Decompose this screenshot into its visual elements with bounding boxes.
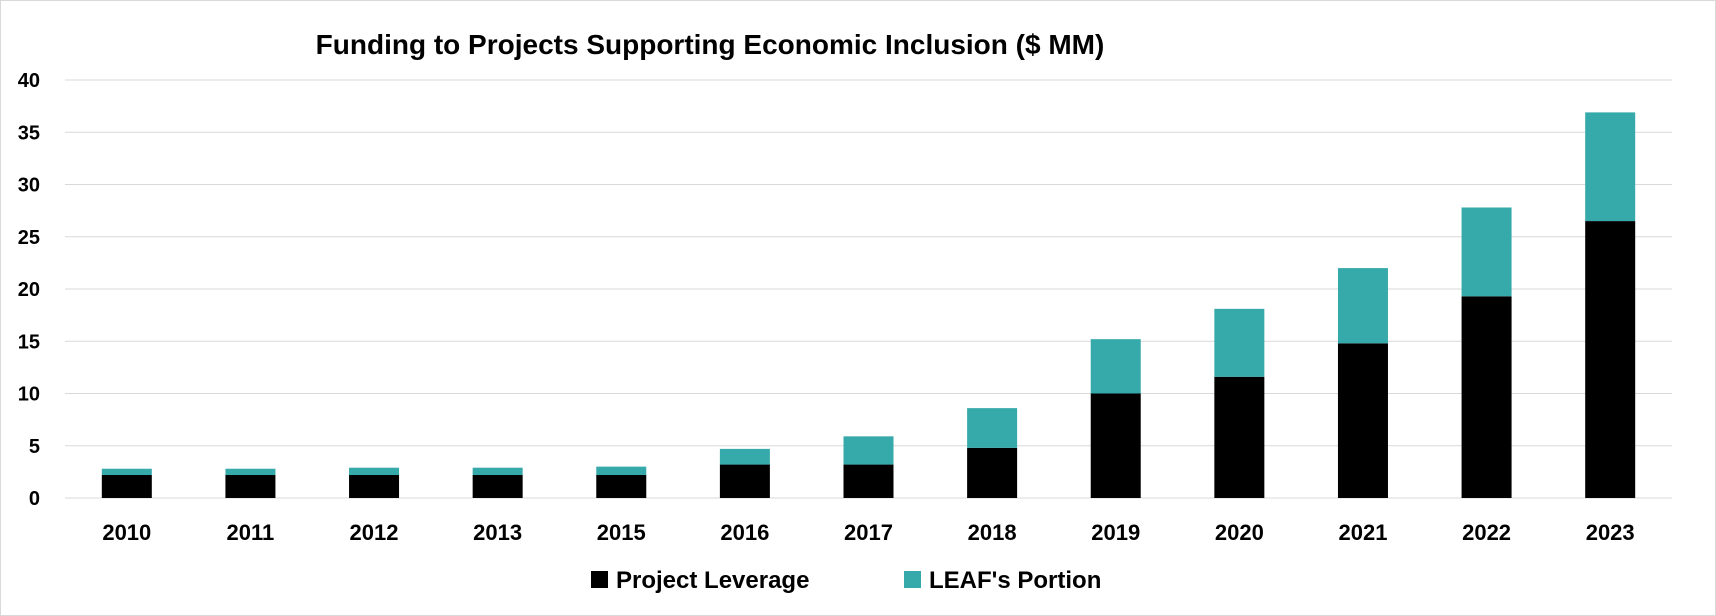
bar-project-leverage-2018: [967, 447, 1018, 498]
x-tick-label: 2016: [720, 520, 769, 545]
y-tick-label: 5: [29, 436, 40, 458]
bar-project-leverage-2015: [596, 475, 647, 498]
x-tick-label: 2021: [1338, 520, 1387, 545]
x-tick-label: 2017: [844, 520, 893, 545]
bar-project-leverage-2013: [472, 475, 523, 498]
bar-leaf-portion-2020: [1214, 308, 1265, 377]
bar-project-leverage-2021: [1337, 343, 1388, 498]
bar-project-leverage-2010: [101, 475, 152, 498]
bar-project-leverage-2019: [1090, 393, 1141, 498]
x-tick-label: 2013: [473, 520, 522, 545]
bar-leaf-portion-2022: [1461, 207, 1512, 297]
x-tick-label: 2011: [227, 520, 275, 545]
bar-leaf-portion-2011: [225, 468, 276, 476]
bar-leaf-portion-2021: [1337, 268, 1388, 344]
x-tick-label: 2010: [102, 520, 151, 545]
bar-leaf-portion-2012: [349, 467, 400, 476]
legend-swatch: [591, 571, 608, 588]
y-axis-ticks: 0 5 10 15 20 25 30 35 40: [18, 70, 40, 510]
bar-project-leverage-2012: [349, 475, 400, 498]
y-tick-label: 10: [18, 384, 40, 406]
bar-project-leverage-2022: [1461, 296, 1512, 498]
bar-leaf-portion-2015: [596, 466, 647, 476]
x-tick-label: 2015: [597, 520, 646, 545]
legend: Project Leverage LEAF's Portion: [591, 567, 1101, 594]
bar-leaf-portion-2010: [101, 468, 152, 476]
bar-project-leverage-2017: [843, 464, 894, 498]
bar-leaf-portion-2019: [1090, 339, 1141, 394]
bar-leaf-portion-2013: [472, 467, 523, 476]
y-tick-label: 15: [18, 331, 40, 353]
chart-title: Funding to Projects Supporting Economic …: [316, 29, 1105, 60]
y-tick-label: 30: [18, 175, 40, 197]
x-tick-label: 2012: [350, 520, 399, 545]
bar-leaf-portion-2018: [967, 408, 1018, 448]
y-tick-label: 35: [18, 122, 40, 144]
x-axis-ticks: 2010 2011 2012 2013 2015 2016 2017 2018 2019 2020…: [102, 520, 1634, 545]
gridlines: [65, 79, 1672, 499]
bar-project-leverage-2020: [1214, 376, 1265, 498]
x-tick-label: 2020: [1215, 520, 1264, 545]
legend-label: LEAF's Portion: [929, 567, 1101, 594]
bar-project-leverage-2011: [225, 475, 276, 498]
x-tick-label: 2019: [1091, 520, 1140, 545]
legend-swatch: [904, 571, 921, 588]
x-tick-label: 2018: [968, 520, 1017, 545]
x-tick-label: 2023: [1586, 520, 1635, 545]
bar-leaf-portion-2016: [719, 448, 770, 465]
bar-project-leverage-2023: [1585, 221, 1636, 498]
bar-leaf-portion-2017: [843, 436, 894, 465]
y-tick-label: 0: [29, 488, 40, 510]
y-tick-label: 20: [18, 279, 40, 301]
bars: [101, 112, 1636, 498]
y-tick-label: 25: [18, 227, 40, 249]
bar-leaf-portion-2023: [1585, 112, 1636, 222]
legend-label: Project Leverage: [616, 567, 809, 594]
y-tick-label: 40: [18, 70, 40, 92]
x-tick-label: 2022: [1462, 520, 1511, 545]
bar-project-leverage-2016: [719, 464, 770, 498]
